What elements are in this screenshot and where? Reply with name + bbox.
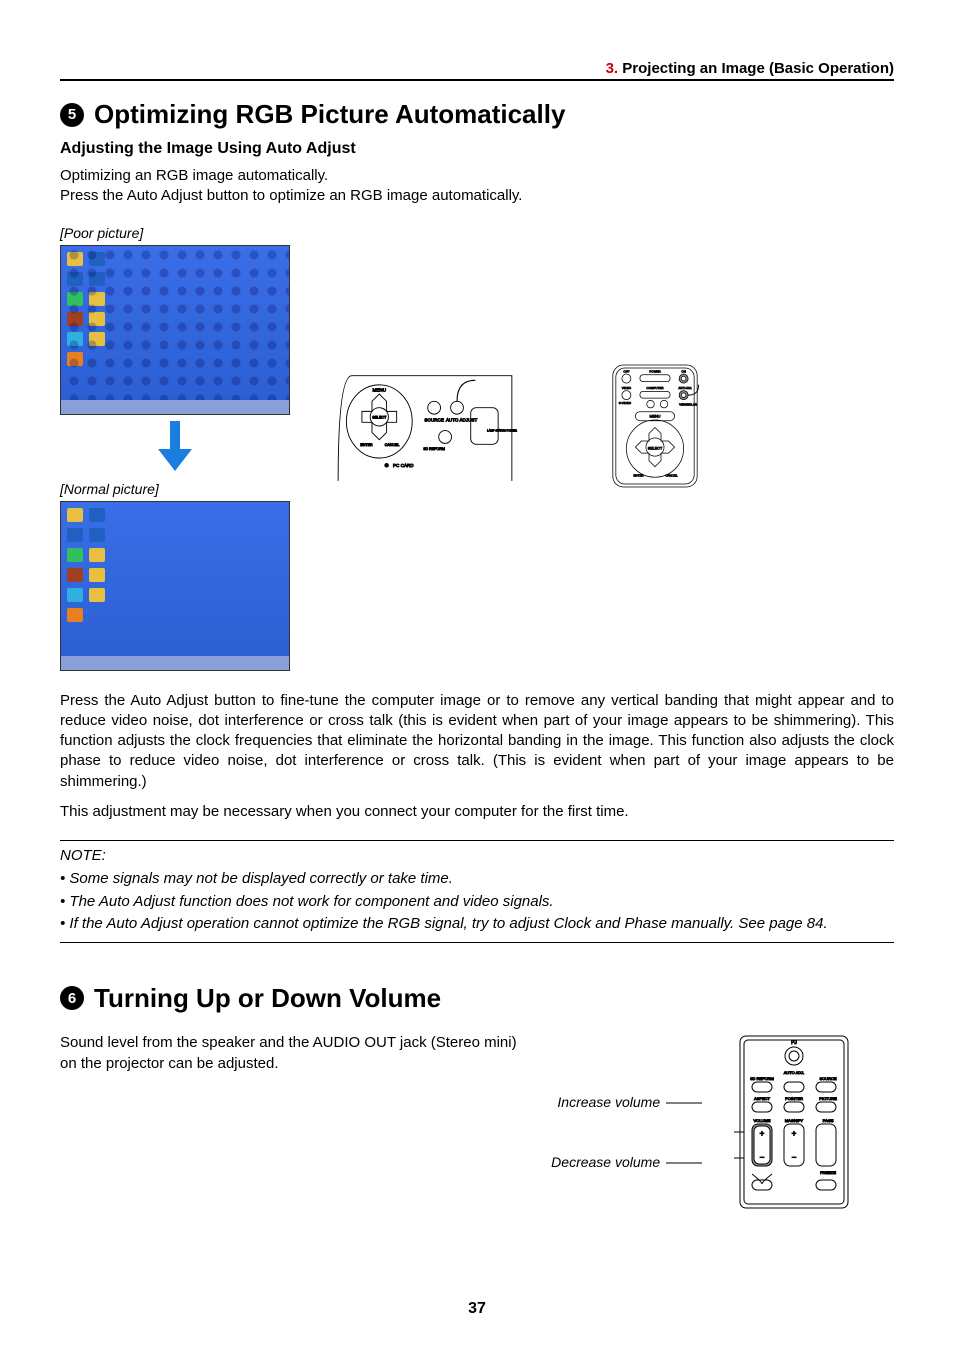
- note-label: NOTE:: [60, 847, 894, 864]
- section6-body: Sound level from the speaker and the AUD…: [60, 1032, 521, 1217]
- section5-title: 5 Optimizing RGB Picture Automatically: [60, 99, 894, 130]
- decrease-volume-label: Decrease volume: [551, 1154, 660, 1170]
- noise-overlay: [61, 246, 289, 414]
- svg-text:ENTER: ENTER: [360, 443, 373, 447]
- svg-text:MAGNIFY: MAGNIFY: [785, 1118, 804, 1123]
- volume-row: Sound level from the speaker and the AUD…: [60, 1032, 894, 1217]
- svg-text:AUTO ADJ.: AUTO ADJ.: [784, 1070, 805, 1075]
- svg-text:AUTO ADJ.: AUTO ADJ.: [678, 386, 692, 390]
- section5-number-circle: 5: [60, 103, 84, 127]
- svg-text:CANCEL: CANCEL: [385, 443, 400, 447]
- taskbar: [61, 400, 289, 414]
- svg-text:+: +: [760, 1129, 765, 1138]
- caption-poor: [Poor picture]: [60, 225, 290, 241]
- svg-text:3D REFORM: 3D REFORM: [750, 1076, 774, 1081]
- remote-diagram-lower: PJ 3D REFORM AUTO ADJ. SOURCE ASPECT POI…: [734, 1032, 894, 1217]
- svg-text:−: −: [760, 1153, 765, 1162]
- svg-text:ENTER: ENTER: [633, 473, 644, 477]
- svg-text:VOLUME: VOLUME: [754, 1118, 771, 1123]
- svg-text:FREEZE: FREEZE: [820, 1170, 836, 1175]
- volume-labels: Increase volume Decrease volume: [551, 1032, 704, 1192]
- svg-text:LAN: LAN: [691, 402, 697, 406]
- svg-text:SELECT: SELECT: [648, 446, 663, 450]
- svg-text:PAGE: PAGE: [823, 1118, 834, 1123]
- svg-text:ON: ON: [681, 369, 686, 373]
- page-number: 37: [0, 1300, 954, 1318]
- svg-text:AUTO ADJUST: AUTO ADJUST: [446, 417, 478, 422]
- remote-diagram-upper: OFF POWER ON VIDEO S-VIDEO COMPUTER AUTO…: [560, 361, 750, 491]
- projector-panel-diagram: MENU SELECT ENTER CANCEL SOURCE AUTO ADJ…: [330, 361, 520, 491]
- screenshots-column: [Poor picture] [Normal picture]: [60, 221, 290, 671]
- arrow-down-icon: [60, 415, 290, 477]
- svg-text:VIDEO: VIDEO: [622, 386, 632, 390]
- svg-text:CANCEL: CANCEL: [665, 473, 678, 477]
- section5-subheading: Adjusting the Image Using Auto Adjust: [60, 140, 894, 158]
- poor-picture-screenshot: [60, 245, 290, 415]
- svg-text:−: −: [792, 1153, 797, 1162]
- note-rule-top: [60, 840, 894, 841]
- svg-text:S-VIDEO: S-VIDEO: [619, 401, 632, 405]
- svg-text:3D REFORM: 3D REFORM: [423, 446, 444, 450]
- note-item: If the Auto Adjust operation cannot opti…: [60, 913, 894, 936]
- intro-line1: Optimizing an RGB image automatically.: [60, 167, 328, 184]
- figures-row: [Poor picture] [Normal picture]: [60, 221, 894, 671]
- note-rule-bottom: [60, 942, 894, 943]
- svg-text:PC CARD: PC CARD: [393, 463, 414, 468]
- svg-text:POINTER: POINTER: [785, 1096, 803, 1101]
- chapter-number: 3.: [606, 60, 619, 77]
- svg-text:SOURCE: SOURCE: [819, 1076, 836, 1081]
- svg-text:OFF: OFF: [623, 369, 629, 373]
- section6-title-text: Turning Up or Down Volume: [94, 983, 441, 1014]
- svg-text:POWER: POWER: [649, 369, 661, 373]
- caption-normal: [Normal picture]: [60, 481, 290, 497]
- svg-text:PJ: PJ: [791, 1040, 797, 1046]
- section6-number-circle: 6: [60, 986, 84, 1010]
- svg-text:MENU: MENU: [373, 387, 386, 392]
- chapter-header: 3. Projecting an Image (Basic Operation): [60, 60, 894, 81]
- desktop-icons: [67, 508, 105, 622]
- svg-text:PICTURE: PICTURE: [819, 1096, 837, 1101]
- section5-body-para: Press the Auto Adjust button to fine-tun…: [60, 691, 894, 792]
- svg-text:+: +: [792, 1129, 797, 1138]
- note-item: The Auto Adjust function does not work f…: [60, 891, 894, 914]
- note-item: Some signals may not be displayed correc…: [60, 868, 894, 891]
- svg-text:VIEWER: VIEWER: [679, 402, 692, 406]
- svg-text:SELECT: SELECT: [372, 415, 387, 419]
- section5-title-text: Optimizing RGB Picture Automatically: [94, 99, 565, 130]
- svg-text:SOURCE: SOURCE: [424, 417, 444, 422]
- taskbar: [61, 656, 289, 670]
- normal-picture-screenshot: [60, 501, 290, 671]
- svg-text:MENU: MENU: [649, 414, 660, 418]
- svg-text:ASPECT: ASPECT: [754, 1096, 771, 1101]
- section5-intro: Optimizing an RGB image automatically. P…: [60, 166, 894, 207]
- note-list: Some signals may not be displayed correc…: [60, 868, 894, 936]
- svg-text:COMPUTER: COMPUTER: [646, 386, 664, 390]
- section5-body-line2: This adjustment may be necessary when yo…: [60, 802, 894, 822]
- chapter-title: Projecting an Image (Basic Operation): [622, 60, 894, 77]
- intro-line2: Press the Auto Adjust button to optimize…: [60, 187, 522, 204]
- section6: 6 Turning Up or Down Volume Sound level …: [60, 983, 894, 1217]
- increase-volume-label: Increase volume: [557, 1094, 660, 1110]
- svg-text:LAMP STATUS POWER: LAMP STATUS POWER: [487, 428, 517, 432]
- section6-title: 6 Turning Up or Down Volume: [60, 983, 894, 1014]
